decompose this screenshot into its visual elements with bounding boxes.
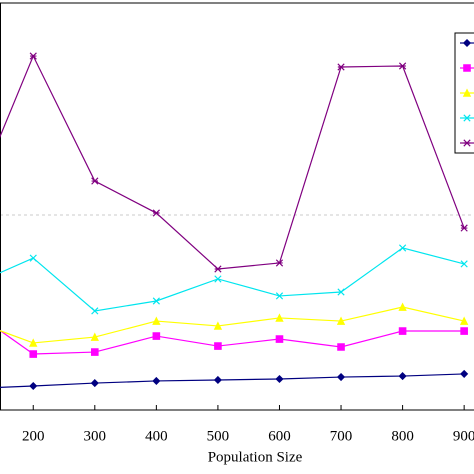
marker xyxy=(213,375,222,385)
marker xyxy=(459,316,469,325)
marker xyxy=(214,265,222,273)
series-line xyxy=(0,54,465,270)
marker xyxy=(29,381,38,391)
marker xyxy=(90,332,99,341)
x-axis-label: Population Size xyxy=(208,449,303,465)
marker xyxy=(462,38,472,48)
marker xyxy=(398,372,407,381)
marker xyxy=(152,376,161,385)
series-line xyxy=(0,306,465,344)
marker xyxy=(91,348,99,356)
x-tick-label: 700 xyxy=(330,428,353,444)
marker xyxy=(29,254,37,262)
marker xyxy=(337,63,345,71)
marker xyxy=(152,316,161,325)
marker xyxy=(275,313,284,322)
marker xyxy=(91,177,99,185)
marker xyxy=(214,342,222,350)
plot-area xyxy=(0,52,469,391)
marker xyxy=(460,327,468,335)
marker xyxy=(336,316,346,325)
marker xyxy=(152,297,160,305)
marker xyxy=(29,52,37,60)
marker xyxy=(152,332,161,340)
marker xyxy=(398,302,407,311)
marker xyxy=(152,209,160,217)
series-line xyxy=(0,329,465,355)
series-line xyxy=(0,373,465,388)
marker xyxy=(337,288,345,296)
marker xyxy=(460,224,468,232)
marker xyxy=(275,259,284,267)
x-tick-label: 600 xyxy=(268,428,291,444)
marker xyxy=(398,244,407,252)
marker xyxy=(460,260,468,268)
marker xyxy=(275,374,284,384)
marker xyxy=(337,343,345,351)
marker xyxy=(462,88,472,97)
marker xyxy=(91,307,99,315)
x-tick-label: 400 xyxy=(145,428,168,444)
marker xyxy=(336,372,346,382)
marker xyxy=(213,321,223,330)
x-tick-label: 300 xyxy=(84,428,107,444)
marker xyxy=(398,62,407,70)
marker xyxy=(275,292,284,300)
marker xyxy=(398,327,407,335)
x-tick-label: 800 xyxy=(391,428,414,444)
x-tick-label: 500 xyxy=(207,428,230,444)
marker xyxy=(463,114,471,122)
marker xyxy=(275,335,284,343)
marker xyxy=(90,379,99,388)
marker xyxy=(29,350,38,358)
marker xyxy=(463,139,471,147)
x-tick-label: 200 xyxy=(22,428,45,444)
series-line xyxy=(0,247,465,312)
x-tick-label: 900 xyxy=(453,428,474,444)
marker xyxy=(460,369,469,378)
marker xyxy=(29,338,38,347)
marker xyxy=(214,275,222,283)
marker xyxy=(463,64,471,72)
